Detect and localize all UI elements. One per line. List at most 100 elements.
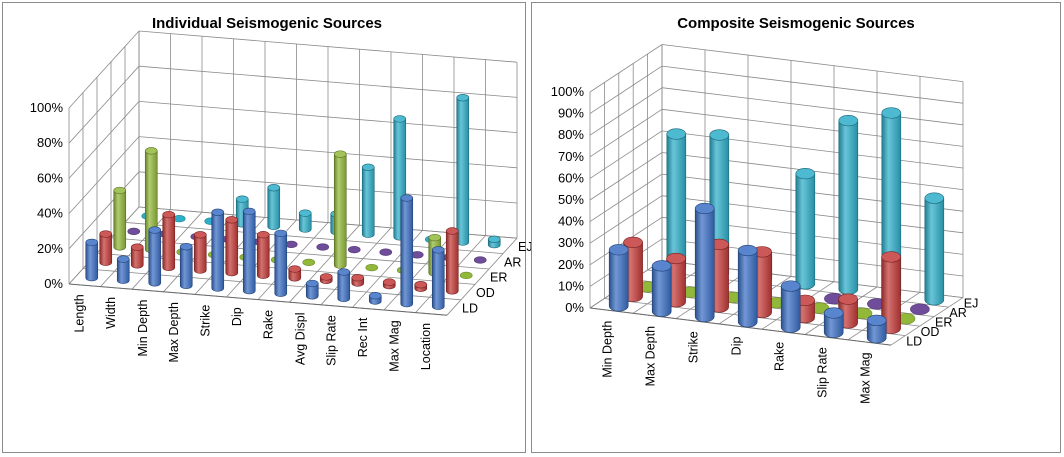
side-wall-gridline (589, 87, 663, 136)
bar-top-LD (368, 292, 382, 300)
bar-top-LD (608, 244, 629, 256)
x-category-label: Max Mag (859, 352, 873, 403)
bar-top-EJ (361, 163, 375, 171)
y-tick-label: 70% (558, 149, 584, 164)
chart-panel-composite: 0% 10% 20% 30% 40% 50% 60% 70% 80% 90% 100% Min Dep… (531, 2, 1061, 453)
bar-top-OD (414, 281, 428, 289)
depth-series-label: LD (462, 302, 478, 316)
bar-OD (99, 233, 113, 266)
bar-top-LD (694, 202, 715, 215)
depth-series-label: LD (906, 334, 922, 348)
bar-top-OD (193, 231, 207, 239)
bar-top-EJ (267, 184, 281, 192)
back-wall-gridline (661, 108, 964, 147)
bar-OD (130, 246, 144, 269)
bar-EJ (795, 173, 816, 290)
depth-series-label: AR (504, 255, 521, 269)
x-category-label: Strike (199, 305, 213, 337)
bar-top-OD (130, 243, 144, 251)
chart-title: Composite Seismogenic Sources (677, 15, 915, 32)
y-tick-label: 100% (551, 84, 585, 99)
bar-top-LD (305, 279, 319, 288)
bar-top-EJ (393, 115, 407, 123)
bar-top-LD (823, 307, 844, 319)
bar-top-LD (866, 314, 887, 327)
bar-AR (910, 303, 930, 315)
bar-LD (608, 249, 629, 312)
x-category-label: Length (73, 294, 87, 332)
bar-EJ (924, 197, 945, 306)
bar-top-OD (99, 230, 113, 238)
side-wall-gridline (68, 65, 140, 144)
side-wall-gridline (68, 171, 140, 250)
side-wall-gridline (589, 65, 663, 114)
depth-series-label: EJ (964, 296, 979, 310)
plot-walls (68, 30, 518, 316)
bar-top-OD (382, 278, 396, 286)
bar-top-ER (333, 150, 347, 158)
bar-LD (780, 285, 801, 333)
y-tick-label: 0% (565, 300, 584, 315)
x-category-label: Rake (773, 342, 787, 371)
floor-line (890, 297, 964, 346)
bar-EJ (298, 212, 312, 233)
bar-OD (162, 214, 176, 272)
x-category-label: Slip Rate (325, 315, 339, 366)
side-wall-gridline (589, 152, 663, 201)
x-category-label: Max Mag (388, 320, 402, 371)
bar-OD (445, 230, 459, 295)
chart-individual-svg: 0% 20% 40% 60% 80% 100% Length Width Min Depth Ma… (30, 15, 533, 372)
front-axis-line (589, 307, 892, 346)
bar-top-OD (351, 274, 365, 282)
bar-EJ (838, 120, 859, 295)
bar-ER (113, 190, 127, 251)
depth-series-label: OD (921, 325, 940, 339)
bar-ER (459, 271, 473, 280)
bar-top-LD (85, 238, 99, 247)
bar-LD (85, 242, 99, 282)
bar-top-OD (881, 251, 901, 263)
depth-series-label: AR (949, 306, 966, 320)
floor-line (446, 237, 518, 316)
depth-series-label: EJ (518, 240, 533, 254)
bar-top-EJ (924, 192, 945, 204)
bar-EJ (666, 133, 687, 274)
bar-OD (193, 234, 207, 274)
bar-top-LD (400, 194, 414, 202)
y-tick-label: 0% (44, 276, 63, 291)
bar-top-EJ (795, 168, 816, 180)
bar-top-OD (623, 236, 643, 249)
bar-top-EJ (456, 94, 470, 102)
y-tick-label: 80% (558, 127, 584, 142)
y-tick-label: 50% (558, 192, 584, 207)
bar-top-OD (445, 227, 459, 235)
bar-top-LD (211, 208, 225, 216)
floor-line (82, 268, 462, 301)
bar-OD (256, 234, 270, 279)
bar-top-LD (148, 226, 162, 234)
bar-AR (316, 243, 330, 251)
floor-line (289, 224, 360, 303)
bar-top-OD (838, 293, 858, 305)
bar-ER (302, 258, 316, 267)
bar-top-ER (144, 147, 158, 155)
bar-top-OD (162, 210, 176, 219)
bar-top-EJ (666, 128, 687, 140)
bar-top-LD (651, 260, 672, 272)
bar-top-OD (319, 273, 333, 281)
bar-LD (823, 312, 844, 339)
bar-LD (737, 250, 758, 328)
x-category-label: Rake (262, 310, 276, 339)
bar-top-EJ (487, 235, 501, 243)
bar-LD (866, 320, 887, 344)
bar-LD (431, 249, 445, 310)
x-category-label: Location (419, 323, 433, 370)
y-tick-label: 20% (37, 241, 63, 256)
bar-LD (274, 233, 288, 297)
back-wall-gridline (661, 130, 964, 169)
y-tick-label: 30% (558, 235, 584, 250)
y-tick-label: 40% (37, 206, 63, 221)
bar-top-ER (113, 186, 127, 195)
depth-series-label: ER (935, 315, 952, 329)
bar-LD (694, 208, 715, 323)
